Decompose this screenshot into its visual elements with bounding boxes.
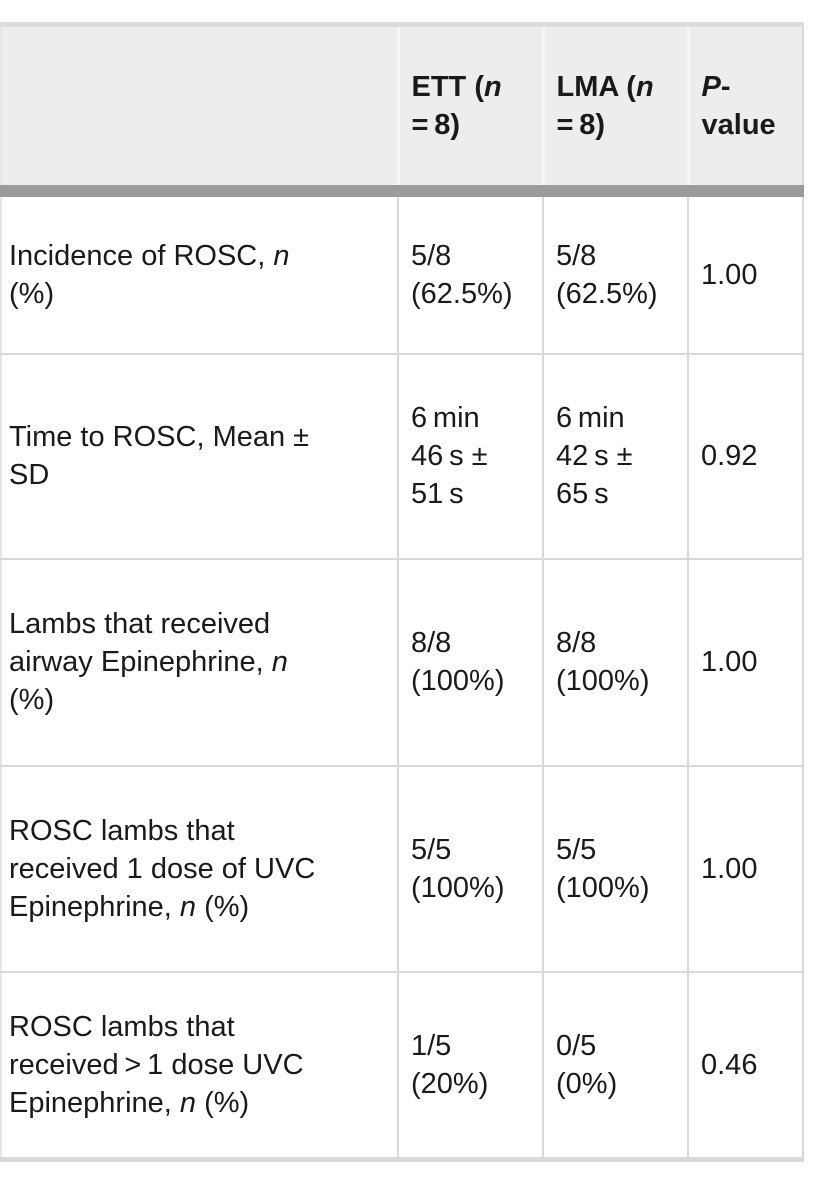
p-value: 1.00 <box>688 189 804 354</box>
lma-value: 5/8 (62.5%) <box>543 189 689 354</box>
table-row: Time to ROSC, Mean ± SD 6 min 46 s ±51 s 6… <box>1 352 804 559</box>
ett-value: 8/8 (100%) <box>398 557 544 766</box>
p-value: 1.00 <box>688 764 804 972</box>
table-row: Lambs that received airway Epinephrine, n… <box>1 557 804 766</box>
p-value: 1.00 <box>688 557 804 766</box>
header-cell-lma: LMA (n = 8) <box>543 24 690 197</box>
row-label: ROSC lambs that received 1 dose of UVC Epi… <box>1 764 399 972</box>
header-cell-ett: ETT (n = 8) <box>398 24 545 197</box>
p-value: 0.46 <box>688 970 804 1160</box>
results-table-container: ETT (n = 8) LMA (n = 8) P-value Incidence … <box>0 22 804 1162</box>
ett-value: 5/8 (62.5%) <box>398 189 544 354</box>
header-cell-pvalue: P-value <box>688 24 804 197</box>
row-label: ROSC lambs that received > 1 dose UVC Epin… <box>1 970 399 1160</box>
table-row: Incidence of ROSC, n (%) 5/8 (62.5%) 5/8 (6… <box>1 189 804 354</box>
ett-value: 6 min 46 s ±51 s <box>398 352 544 559</box>
row-label: Time to ROSC, Mean ± SD <box>1 352 399 559</box>
row-label: Lambs that received airway Epinephrine, n… <box>1 557 399 766</box>
results-table: ETT (n = 8) LMA (n = 8) P-value Incidence … <box>0 22 804 1162</box>
p-value: 0.92 <box>688 352 804 559</box>
lma-value: 0/5 (0%) <box>543 970 689 1160</box>
header-row: ETT (n = 8) LMA (n = 8) P-value <box>1 24 804 197</box>
table-row: ROSC lambs that received > 1 dose UVC Epin… <box>1 970 804 1160</box>
header-cell-empty <box>1 24 400 197</box>
ett-value: 5/5 (100%) <box>398 764 544 972</box>
lma-value: 8/8 (100%) <box>543 557 689 766</box>
row-label: Incidence of ROSC, n (%) <box>1 189 399 354</box>
lma-value: 6 min 42 s ±65 s <box>543 352 689 559</box>
table-row: ROSC lambs that received 1 dose of UVC Epi… <box>1 764 804 972</box>
ett-value: 1/5 (20%) <box>398 970 544 1160</box>
lma-value: 5/5 (100%) <box>543 764 689 972</box>
